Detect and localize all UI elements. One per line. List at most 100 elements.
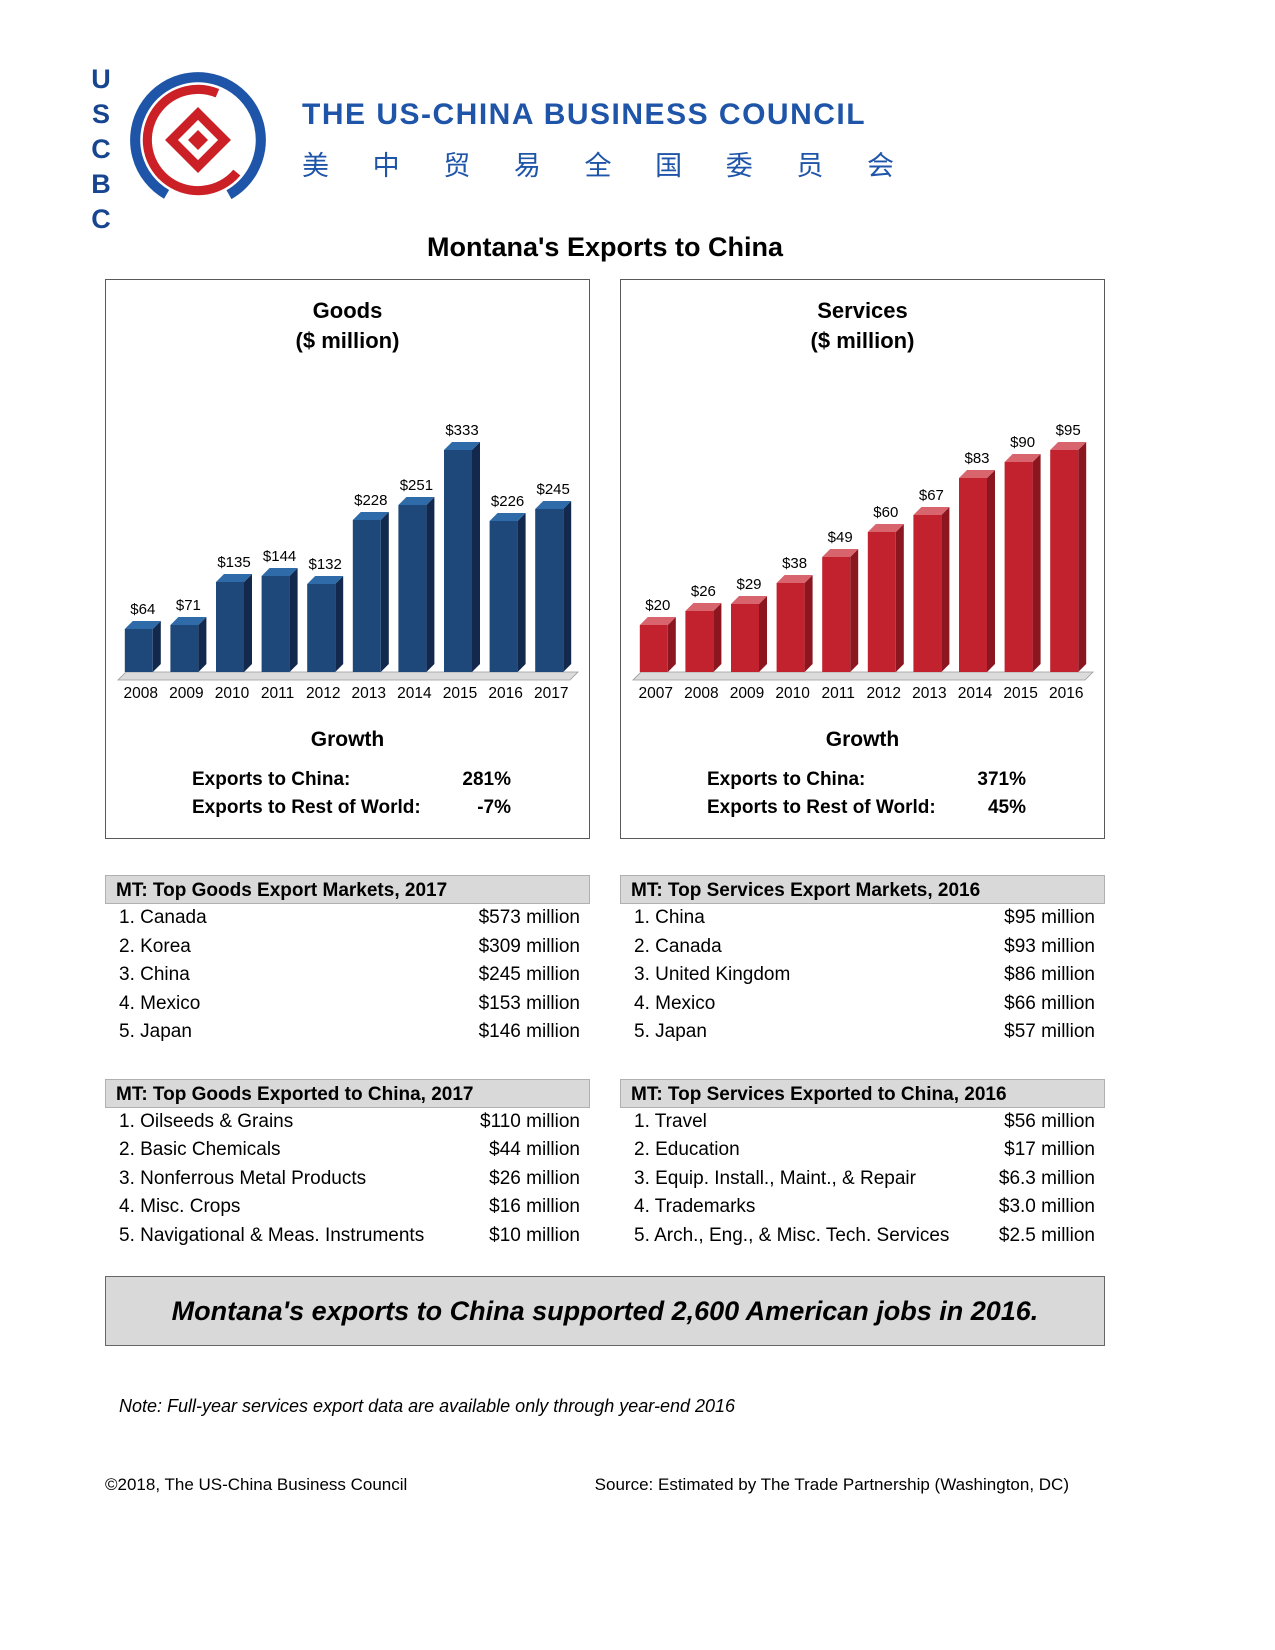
- row-label: 1. China: [634, 907, 705, 928]
- bar-value-label: $49: [827, 529, 852, 546]
- chart-bar: [489, 521, 518, 672]
- chart-bar: [958, 478, 987, 672]
- bar-side-face: [986, 470, 995, 672]
- row-label: 4. Mexico: [119, 992, 201, 1014]
- x-axis-label: 2013: [351, 685, 385, 702]
- row-value: $309 million: [478, 935, 580, 957]
- x-axis-label: 2007: [638, 685, 672, 702]
- bar-value-label: $20: [645, 597, 670, 614]
- x-axis-label: 2008: [684, 685, 718, 702]
- bar-top-face: [306, 576, 343, 584]
- table-row: 1. Oilseeds & Grains $110 million: [105, 1108, 590, 1137]
- bar-top-face: [639, 617, 676, 625]
- uscbc-logo-icon: [130, 72, 266, 208]
- services-growth-heading: Growth: [825, 728, 900, 751]
- row-value: $16 million: [489, 1196, 580, 1217]
- table-row: 4. Misc. Crops $16 million: [105, 1193, 590, 1222]
- row-label: 3. Nonferrous Metal Products: [119, 1167, 367, 1189]
- table-header: MT: Top Services Exported to China, 2016: [620, 1078, 1105, 1108]
- bar-value-label: $26: [690, 583, 715, 600]
- table-header: MT: Top Services Export Markets, 2016: [620, 875, 1105, 904]
- bar-value-label: $60: [873, 504, 898, 521]
- chart-bar: [684, 611, 713, 672]
- exported-to-china-tables: MT: Top Goods Exported to China, 2017 1.…: [105, 1078, 1105, 1251]
- table-row: 4. Mexico $153 million: [105, 990, 590, 1019]
- chart-bar: [306, 584, 335, 672]
- table-row: 2. Canada $93 million: [620, 933, 1105, 962]
- bar-top-face: [730, 596, 767, 604]
- bar-side-face: [197, 617, 206, 672]
- x-axis-label: 2015: [442, 685, 476, 702]
- bar-value-label: $83: [964, 450, 989, 467]
- bar-value-label: $95: [1055, 422, 1080, 439]
- bar-side-face: [1077, 442, 1086, 672]
- bar-side-face: [243, 574, 252, 672]
- bar-side-face: [289, 568, 298, 672]
- goods-chart-title: Goods: [312, 298, 383, 323]
- row-label: 5. Japan: [634, 1021, 707, 1042]
- row-value: $57 million: [1004, 1021, 1095, 1042]
- table-row: 2. Basic Chemicals $44 million: [105, 1136, 590, 1165]
- top-services-markets-table: MT: Top Services Export Markets, 2016 1.…: [620, 875, 1105, 1047]
- bar-value-label: $71: [175, 597, 200, 614]
- bar-value-label: $135: [217, 554, 250, 571]
- org-name-chinese: 美 中 贸 易 全 国 委 员 会: [302, 150, 894, 181]
- note-text: Note: Full-year services export data are…: [119, 1396, 736, 1416]
- row-label: 5. Arch., Eng., & Misc. Tech. Services: [634, 1224, 950, 1246]
- table-row: 5. Arch., Eng., & Misc. Tech. Services $2…: [620, 1222, 1105, 1251]
- bar-side-face: [804, 575, 813, 672]
- table-body: 1. Oilseeds & Grains $110 million 2. Basic…: [105, 1108, 590, 1251]
- bar-value-label: $333: [445, 422, 478, 439]
- services-chart-subtitle: ($ million): [810, 328, 915, 353]
- growth-value: 45%: [987, 796, 1026, 818]
- row-label: 3. Equip. Install., Maint., & Repair: [634, 1167, 916, 1189]
- top-goods-markets-table: MT: Top Goods Export Markets, 2017 1. Ca…: [105, 875, 590, 1047]
- bar-top-face: [1049, 442, 1086, 450]
- table-body: 1. Canada $573 million 2. Korea $309 millio…: [105, 904, 590, 1047]
- row-value: $110 million: [480, 1110, 580, 1132]
- x-axis-label: 2016: [488, 685, 522, 702]
- row-value: $86 million: [1004, 964, 1095, 985]
- bar-side-face: [517, 513, 526, 672]
- goods-panel: Goods ($ million) $64 2008 $71 2009 $135 2010…: [105, 279, 590, 839]
- chart-bar: [397, 505, 426, 672]
- chart-bar: [639, 625, 668, 672]
- chart-bar: [867, 532, 896, 672]
- row-value: $573 million: [478, 907, 580, 928]
- row-label: 1. Oilseeds & Grains: [119, 1110, 294, 1132]
- table-row: 5. Navigational & Meas. Instruments $10 m…: [105, 1222, 590, 1251]
- goods-chart-subtitle: ($ million): [295, 328, 400, 353]
- bar-top-face: [489, 513, 526, 521]
- x-axis-label: 2011: [821, 685, 854, 702]
- row-value: $26 million: [489, 1167, 580, 1189]
- chart-bar: [821, 557, 850, 672]
- growth-label: Exports to China:: [192, 769, 351, 790]
- bar-value-label: $144: [262, 548, 295, 565]
- row-label: 1. Canada: [119, 907, 207, 928]
- bar-top-face: [1004, 454, 1041, 462]
- chart-bar: [215, 582, 244, 672]
- growth-row: Exports to China: 371%: [621, 766, 1104, 794]
- x-axis-label: 2012: [305, 685, 339, 702]
- bar-value-label: $29: [736, 576, 761, 593]
- row-label: 5. Japan: [119, 1021, 192, 1042]
- bar-value-label: $251: [399, 477, 432, 494]
- row-value: $146 million: [478, 1021, 580, 1042]
- bar-top-face: [684, 603, 721, 611]
- bar-value-label: $132: [308, 556, 341, 573]
- x-axis-label: 2010: [775, 685, 810, 702]
- table-row: 5. Japan $57 million: [620, 1018, 1105, 1047]
- row-value: $2.5 million: [998, 1224, 1095, 1246]
- growth-label: Exports to China:: [707, 769, 866, 790]
- chart-bar: [1049, 450, 1078, 672]
- bar-side-face: [712, 603, 721, 672]
- jobs-banner: Montana's exports to China supported 2,6…: [105, 1276, 1105, 1346]
- row-value: $44 million: [489, 1139, 580, 1160]
- top-services-exported-table: MT: Top Services Exported to China, 2016…: [620, 1078, 1105, 1251]
- row-label: 5. Navigational & Meas. Instruments: [119, 1224, 425, 1246]
- bar-top-face: [215, 574, 252, 582]
- bar-value-label: $228: [354, 492, 387, 509]
- x-axis-label: 2012: [866, 685, 900, 702]
- table-row: 3. Equip. Install., Maint., & Repair $6.3…: [620, 1165, 1105, 1194]
- x-axis-label: 2016: [1048, 685, 1082, 702]
